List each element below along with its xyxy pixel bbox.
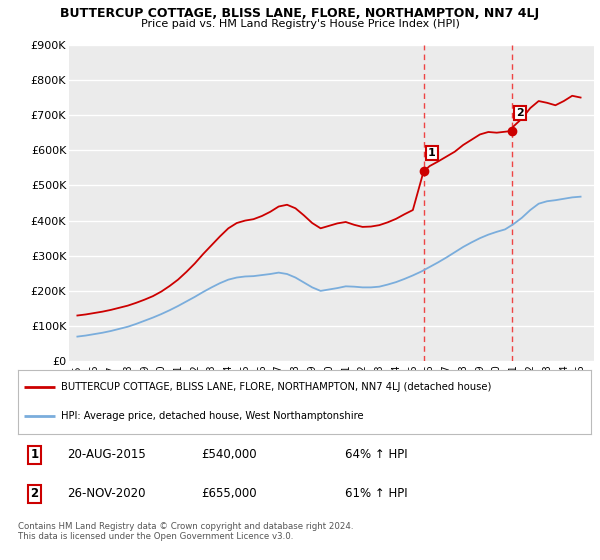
Text: BUTTERCUP COTTAGE, BLISS LANE, FLORE, NORTHAMPTON, NN7 4LJ: BUTTERCUP COTTAGE, BLISS LANE, FLORE, NO… [61, 7, 539, 20]
Text: Contains HM Land Registry data © Crown copyright and database right 2024.
This d: Contains HM Land Registry data © Crown c… [18, 522, 353, 542]
Text: 2: 2 [516, 108, 524, 118]
Text: 1: 1 [31, 448, 39, 461]
Text: £540,000: £540,000 [202, 448, 257, 461]
Text: HPI: Average price, detached house, West Northamptonshire: HPI: Average price, detached house, West… [61, 411, 364, 421]
Text: 26-NOV-2020: 26-NOV-2020 [67, 487, 145, 500]
Text: 1: 1 [428, 148, 436, 158]
Text: £655,000: £655,000 [202, 487, 257, 500]
Text: 20-AUG-2015: 20-AUG-2015 [67, 448, 145, 461]
Text: 64% ↑ HPI: 64% ↑ HPI [344, 448, 407, 461]
Text: Price paid vs. HM Land Registry's House Price Index (HPI): Price paid vs. HM Land Registry's House … [140, 19, 460, 29]
Text: 61% ↑ HPI: 61% ↑ HPI [344, 487, 407, 500]
Text: BUTTERCUP COTTAGE, BLISS LANE, FLORE, NORTHAMPTON, NN7 4LJ (detached house): BUTTERCUP COTTAGE, BLISS LANE, FLORE, NO… [61, 382, 491, 392]
Text: 2: 2 [31, 487, 39, 500]
